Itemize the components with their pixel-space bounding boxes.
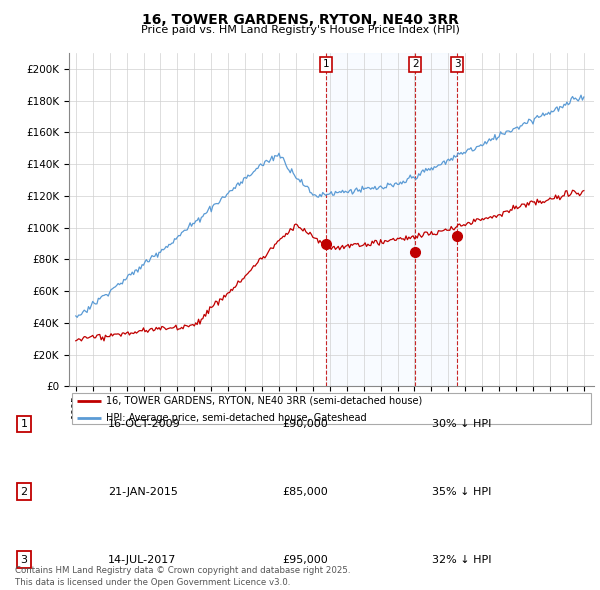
Text: 21-JAN-2015: 21-JAN-2015 <box>108 487 178 497</box>
Text: 14-JUL-2017: 14-JUL-2017 <box>108 555 176 565</box>
Text: 35% ↓ HPI: 35% ↓ HPI <box>432 487 491 497</box>
Text: 32% ↓ HPI: 32% ↓ HPI <box>432 555 491 565</box>
Text: 30% ↓ HPI: 30% ↓ HPI <box>432 419 491 429</box>
Text: Contains HM Land Registry data © Crown copyright and database right 2025.
This d: Contains HM Land Registry data © Crown c… <box>15 566 350 587</box>
Text: £90,000: £90,000 <box>282 419 328 429</box>
Bar <box>326 53 457 386</box>
Text: 16, TOWER GARDENS, RYTON, NE40 3RR (semi-detached house): 16, TOWER GARDENS, RYTON, NE40 3RR (semi… <box>106 396 422 406</box>
Text: £85,000: £85,000 <box>282 487 328 497</box>
Text: 16-OCT-2009: 16-OCT-2009 <box>108 419 181 429</box>
Text: 2: 2 <box>20 487 28 497</box>
Text: 1: 1 <box>20 419 28 429</box>
Text: 3: 3 <box>454 59 461 69</box>
FancyBboxPatch shape <box>71 394 592 424</box>
Text: Price paid vs. HM Land Registry's House Price Index (HPI): Price paid vs. HM Land Registry's House … <box>140 25 460 35</box>
Text: 1: 1 <box>323 59 329 69</box>
Text: £95,000: £95,000 <box>282 555 328 565</box>
Text: HPI: Average price, semi-detached house, Gateshead: HPI: Average price, semi-detached house,… <box>106 413 367 423</box>
Text: 3: 3 <box>20 555 28 565</box>
Text: 2: 2 <box>412 59 419 69</box>
Text: 16, TOWER GARDENS, RYTON, NE40 3RR: 16, TOWER GARDENS, RYTON, NE40 3RR <box>142 13 458 27</box>
